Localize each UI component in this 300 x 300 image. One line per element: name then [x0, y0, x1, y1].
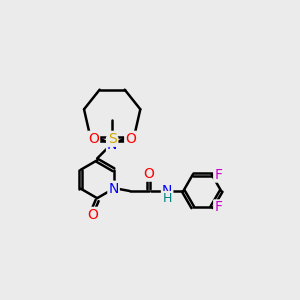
- Text: O: O: [87, 208, 98, 222]
- Text: F: F: [214, 168, 222, 182]
- Text: N: N: [107, 138, 117, 152]
- Text: N: N: [108, 182, 119, 196]
- Text: H: H: [163, 192, 172, 205]
- Text: S: S: [108, 132, 116, 146]
- Text: O: O: [88, 132, 99, 146]
- Text: O: O: [125, 132, 136, 146]
- Text: N: N: [162, 184, 172, 198]
- Text: F: F: [214, 200, 222, 214]
- Text: O: O: [143, 167, 154, 181]
